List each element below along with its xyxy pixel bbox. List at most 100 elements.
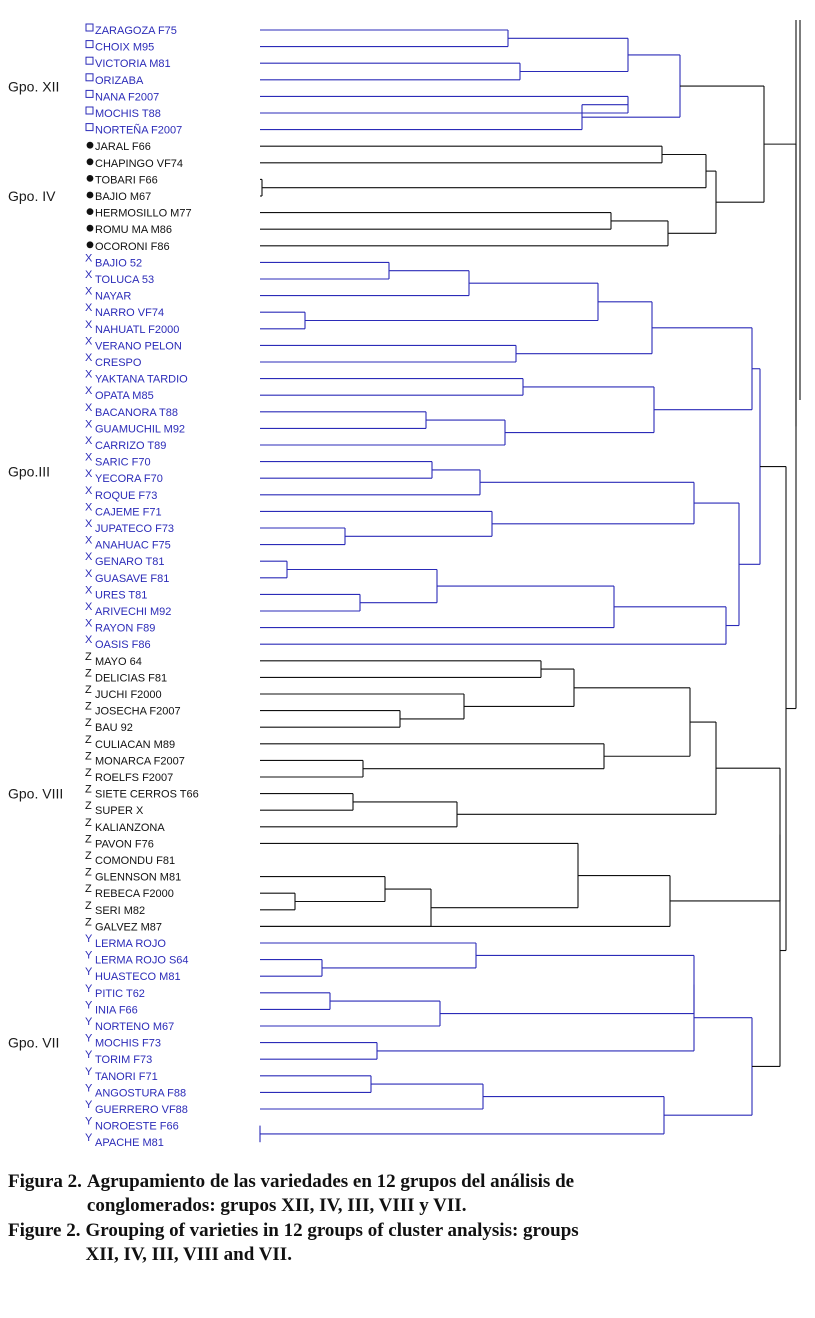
leaf-label: ANGOSTURA F88 <box>95 1087 186 1099</box>
leaf-marker-z: Z <box>85 800 92 812</box>
leaf-marker-y: Y <box>85 1033 93 1045</box>
leaf-marker-y: Y <box>85 966 93 978</box>
leaf-label: HERMOSILLO M77 <box>95 208 192 220</box>
group-label: Gpo. IV <box>8 188 56 204</box>
leaf-marker-dot <box>86 175 94 182</box>
leaf-marker-y: Y <box>85 983 93 995</box>
leaf-label: COMONDU F81 <box>95 855 175 867</box>
leaf-label: CRESPO <box>95 357 142 369</box>
leaf-marker-dot <box>86 191 94 199</box>
leaf-marker-x: X <box>85 269 93 281</box>
leaf-label: JOSECHA F2007 <box>95 706 181 718</box>
leaf-marker-z: Z <box>85 701 92 713</box>
leaf-marker-square <box>85 23 94 32</box>
leaf-label: SARIC F70 <box>95 457 151 469</box>
leaf-marker-y: Y <box>85 1099 93 1111</box>
leaf-label: NAYAR <box>95 291 131 303</box>
leaf-label: NORTEÑA F2007 <box>95 124 182 137</box>
leaf-marker-y: Y <box>85 1082 93 1094</box>
leaf-marker-x: X <box>85 601 93 613</box>
leaf-label: GENARO T81 <box>95 556 165 568</box>
leaf-marker-x: X <box>85 501 93 513</box>
leaf-marker-z: Z <box>85 667 92 679</box>
leaf-label: MOCHIS F73 <box>95 1038 161 1050</box>
leaf-marker-x: X <box>85 435 93 447</box>
leaf-label: BAU 92 <box>95 722 133 734</box>
leaf-marker-z: Z <box>85 717 92 729</box>
leaf-label: NORTENO M67 <box>95 1021 174 1033</box>
leaf-label: NARRO VF74 <box>95 307 164 319</box>
leaf-label: SERI M82 <box>95 905 145 917</box>
leaf-label: YECORA F70 <box>95 473 163 485</box>
leaf-marker-y: Y <box>85 950 93 962</box>
leaf-marker-x: X <box>85 468 93 480</box>
leaf-label: SUPER X <box>95 805 144 817</box>
caption-spanish-text: Agrupamiento de las variedades en 12 gru… <box>86 1171 575 1216</box>
leaf-marker-x: X <box>85 452 93 464</box>
leaf-label: PAVON F76 <box>95 838 154 850</box>
leaf-label: NAHUATL F2000 <box>95 324 179 336</box>
leaf-label: GALVEZ M87 <box>95 921 162 933</box>
leaf-marker-z: Z <box>85 684 92 696</box>
leaf-label: INIA F66 <box>95 1004 138 1016</box>
leaf-marker-x: X <box>85 418 93 430</box>
leaf-marker-z: Z <box>85 734 92 746</box>
leaf-label: MAYO 64 <box>95 656 142 668</box>
leaf-label: TOLUCA 53 <box>95 274 154 286</box>
leaf-label: CHOIX M95 <box>95 42 154 54</box>
caption-english: Figure 2. Grouping of varieties in 12 gr… <box>8 1219 808 1267</box>
group-label: Gpo. VII <box>8 1035 59 1051</box>
leaf-label: GLENNSON M81 <box>95 872 181 884</box>
leaf-label: VICTORIA M81 <box>95 58 171 70</box>
leaf-marker-y: Y <box>85 1116 93 1128</box>
leaf-label: APACHE M81 <box>95 1137 164 1149</box>
leaf-label: GUASAVE F81 <box>95 573 169 585</box>
leaf-marker-z: Z <box>85 867 92 879</box>
leaf-label: ZARAGOZA F75 <box>95 25 177 37</box>
leaf-label: GUAMUCHIL M92 <box>95 423 185 435</box>
leaf-marker-square <box>85 40 94 49</box>
leaf-marker-y: Y <box>85 1066 93 1078</box>
caption-spanish-label: Figura 2. <box>8 1171 82 1192</box>
leaf-marker-x: X <box>85 634 93 646</box>
leaf-label: RAYON F89 <box>95 623 155 635</box>
leaf-label: REBECA F2000 <box>95 888 174 900</box>
leaf-marker-x: X <box>85 302 93 314</box>
leaf-marker-x: X <box>85 352 93 364</box>
leaf-label: TORIM F73 <box>95 1054 152 1066</box>
leaf-marker-x: X <box>85 568 93 580</box>
leaf-label: KALIANZONA <box>95 822 165 834</box>
figure-captions: Figura 2. Agrupamiento de las variedades… <box>8 1170 808 1267</box>
leaf-marker-square <box>85 89 94 98</box>
group-label: Gpo. XII <box>8 78 59 94</box>
leaf-label: LERMA ROJO S64 <box>95 955 189 967</box>
leaf-label: OASIS F86 <box>95 639 151 651</box>
leaf-marker-z: Z <box>85 900 92 912</box>
leaf-marker-square <box>85 73 94 82</box>
leaf-marker-x: X <box>85 335 93 347</box>
leaf-marker-x: X <box>85 385 93 397</box>
leaf-label: TOBARI F66 <box>95 174 158 186</box>
leaf-marker-x: X <box>85 402 93 414</box>
leaf-marker-z: Z <box>85 651 92 663</box>
leaf-marker-x: X <box>85 485 93 497</box>
leaf-label: BAJIO 52 <box>95 257 142 269</box>
leaf-label: VERANO PELON <box>95 340 182 352</box>
leaf-label: ROMU MA M86 <box>95 224 172 236</box>
leaf-label: DELICIAS F81 <box>95 672 167 684</box>
leaf-marker-z: Z <box>85 750 92 762</box>
caption-spanish: Figura 2. Agrupamiento de las variedades… <box>8 1170 808 1218</box>
leaf-marker-z: Z <box>85 883 92 895</box>
leaf-label: MOCHIS T88 <box>95 108 161 120</box>
leaf-label: BAJIO M67 <box>95 191 151 203</box>
leaf-marker-square <box>85 106 94 115</box>
leaf-label: BACANORA T88 <box>95 407 178 419</box>
leaf-label: TANORI F71 <box>95 1071 158 1083</box>
group-label: Gpo. VIII <box>8 786 63 802</box>
leaf-label: ROELFS F2007 <box>95 772 173 784</box>
leaf-label: CHAPINGO VF74 <box>95 158 183 170</box>
leaf-marker-z: Z <box>85 767 92 779</box>
leaf-marker-z: Z <box>85 916 92 928</box>
leaf-marker-dot <box>86 224 94 232</box>
caption-english-label: Figure 2. <box>8 1220 81 1241</box>
